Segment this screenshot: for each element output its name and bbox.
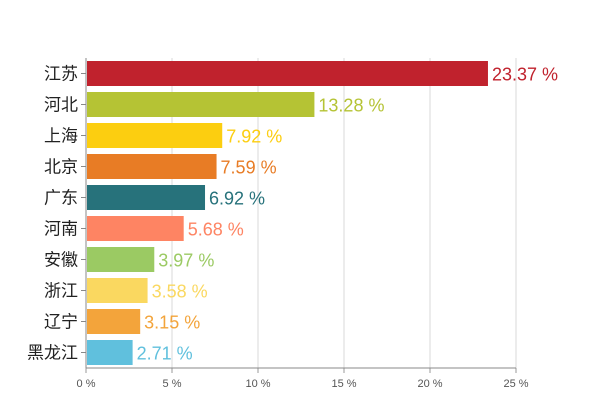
bar <box>87 123 223 148</box>
axes: 0 % 5 % 10 % 15 % 20 % 25 % <box>77 58 529 390</box>
category-label: 河南 <box>44 220 78 240</box>
labels: 江苏 23.37 % 河北 13.28 % 上海 7.92 % 北京 7.59 % 广东 6.92… <box>27 65 558 364</box>
category-label: 上海 <box>44 127 78 147</box>
value-label: 3.15 % <box>144 313 200 333</box>
bar <box>87 309 141 334</box>
category-label: 黑龙江 <box>27 344 78 364</box>
value-label: 3.58 % <box>152 282 208 302</box>
category-label: 北京 <box>44 158 78 178</box>
bar <box>87 340 133 365</box>
bar <box>87 154 217 179</box>
category-label: 广东 <box>44 189 78 209</box>
value-label: 5.68 % <box>188 220 244 240</box>
bar <box>87 92 315 117</box>
bar <box>87 247 155 272</box>
x-tick-label: 5 % <box>163 378 182 390</box>
bar <box>87 216 184 241</box>
category-label: 安徽 <box>44 251 78 271</box>
bar <box>87 278 148 303</box>
x-tick-label: 0 % <box>77 378 96 390</box>
value-label: 6.92 % <box>209 189 265 209</box>
value-label: 7.92 % <box>226 127 282 147</box>
value-label: 7.59 % <box>221 158 277 178</box>
value-label: 23.37 % <box>492 65 558 85</box>
x-tick-label: 15 % <box>331 378 356 390</box>
value-label: 13.28 % <box>318 96 384 116</box>
value-label: 3.97 % <box>158 251 214 271</box>
x-tick-label: 10 % <box>245 378 270 390</box>
value-label: 2.71 % <box>137 344 193 364</box>
category-label: 江苏 <box>44 65 78 85</box>
bar <box>87 61 488 86</box>
bars <box>87 61 488 365</box>
category-label: 河北 <box>44 96 78 116</box>
x-tick-label: 25 % <box>503 378 528 390</box>
category-label: 浙江 <box>44 282 78 302</box>
x-tick-label: 20 % <box>417 378 442 390</box>
bar <box>87 185 206 210</box>
category-label: 辽宁 <box>44 313 78 333</box>
